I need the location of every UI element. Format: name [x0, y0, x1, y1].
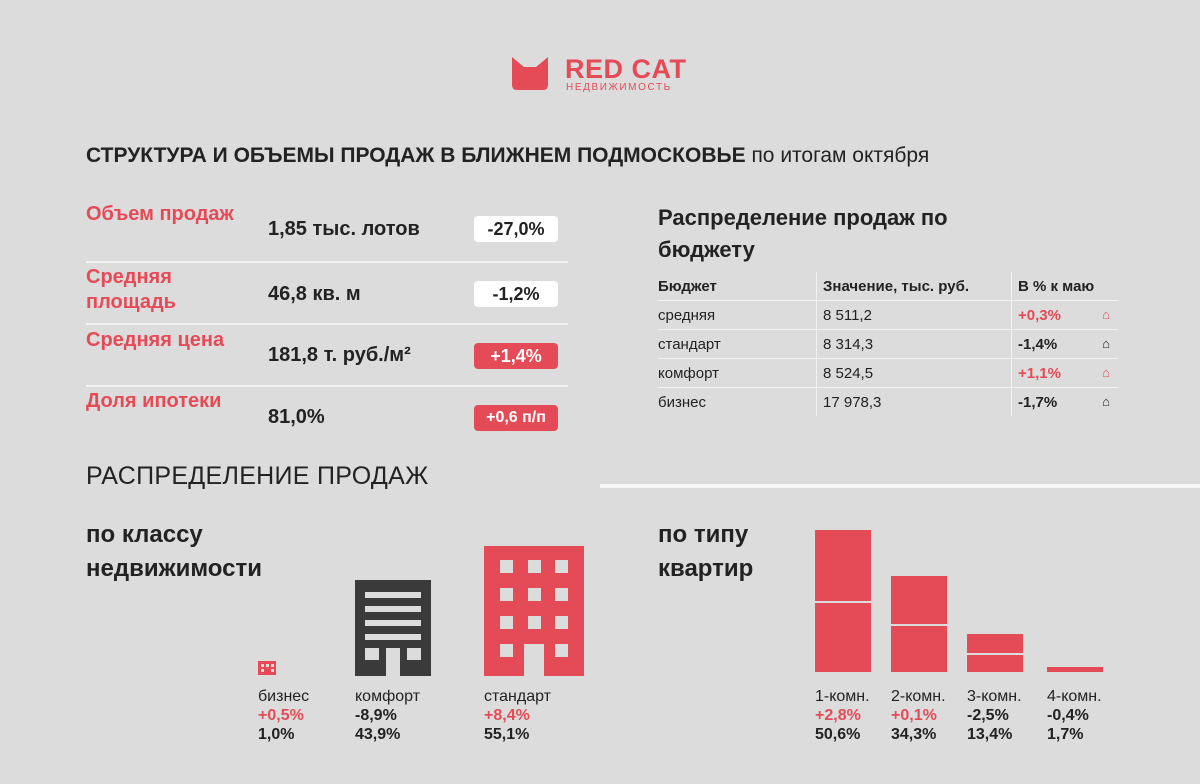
budget-col-name: Бюджет: [658, 277, 717, 295]
class-change: +0,5%: [258, 707, 304, 724]
type-name: 3-комн.: [967, 688, 1022, 705]
budget-col-change: В % к маю: [1011, 272, 1118, 301]
budget-change: +0,3%: [1018, 306, 1061, 324]
house-up-icon: ⌂: [1102, 306, 1110, 322]
bar-divider: [967, 653, 1023, 655]
kpi-separator: [86, 323, 568, 325]
budget-change-cell: -1,4% ⌂: [1011, 329, 1118, 359]
kpi-badge-price: +1,4%: [474, 343, 558, 369]
budget-title: Распределение продаж по бюджету: [658, 205, 948, 262]
red-cat-logo-icon: [512, 57, 548, 90]
page-title-sub: по итогам октября: [751, 144, 930, 167]
budget-col-value: Значение, тыс. руб.: [816, 272, 1012, 301]
budget-name: бизнес: [658, 387, 817, 416]
budget-change-cell: -1,7% ⌂: [1011, 387, 1118, 416]
kpi-label-area: Средняя площадь: [86, 266, 176, 313]
type-bar: [815, 530, 871, 672]
bar-divider: [891, 624, 947, 626]
house-down-icon: ⌂: [1102, 393, 1110, 409]
kpi-label-price: Средняя цена: [86, 329, 225, 351]
kpi-label-mortgage: Доля ипотеки: [86, 390, 222, 412]
budget-name: стандарт: [658, 329, 817, 359]
budget-value: 17 978,3: [816, 387, 1012, 416]
type-label: 1-комн. +2,8% 50,6%: [815, 687, 870, 744]
class-share: 1,0%: [258, 726, 295, 743]
class-change: -8,9%: [355, 707, 397, 724]
type-bar: [1047, 667, 1103, 672]
kpi-label-volume: Объем продаж: [86, 203, 234, 225]
class-share: 55,1%: [484, 726, 530, 743]
type-name: 1-комн.: [815, 688, 870, 705]
type-bar: [967, 634, 1023, 672]
budget-change-cell: +1,1% ⌂: [1011, 358, 1118, 388]
building-red-icon: [484, 546, 584, 676]
table-row: бизнес 17 978,3 -1,7% ⌂: [658, 387, 1118, 416]
type-name: 2-комн.: [891, 688, 946, 705]
brand-subtitle: НЕДВИЖИМОСТЬ: [566, 82, 672, 93]
budget-name: средняя: [658, 300, 817, 330]
kpi-value-area: 46,8 кв. м: [268, 283, 361, 305]
kpi-separator: [86, 261, 568, 263]
class-change: +8,4%: [484, 707, 530, 724]
type-label: 4-комн. -0,4% 1,7%: [1047, 687, 1102, 744]
type-label: 2-комн. +0,1% 34,3%: [891, 687, 946, 744]
budget-name: комфорт: [658, 358, 817, 388]
budget-value: 8 524,5: [816, 358, 1012, 388]
kpi-value-volume: 1,85 тыс. лотов: [268, 218, 420, 240]
type-change: -2,5%: [967, 707, 1009, 724]
class-item-comfort: комфорт -8,9% 43,9%: [355, 687, 420, 744]
table-row: средняя 8 511,2 +0,3% ⌂: [658, 300, 1118, 330]
budget-table-header: Бюджет Значение, тыс. руб. В % к маю: [658, 272, 1118, 301]
budget-change: -1,7%: [1018, 393, 1058, 411]
kpi-value-price: 181,8 т. руб./м²: [268, 344, 411, 366]
budget-change: +1,1%: [1018, 364, 1061, 382]
class-subtitle: по классу недвижимости: [86, 521, 262, 582]
class-name: бизнес: [258, 688, 310, 705]
type-share: 1,7%: [1047, 726, 1084, 743]
budget-change: -1,4%: [1018, 335, 1058, 353]
building-small-icon: [258, 661, 276, 675]
class-share: 43,9%: [355, 726, 401, 743]
type-share: 13,4%: [967, 726, 1013, 743]
type-share: 34,3%: [891, 726, 937, 743]
distribution-title: РАСПРЕДЕЛЕНИЕ ПРОДАЖ: [86, 462, 429, 490]
kpi-separator: [86, 385, 568, 387]
budget-value: 8 314,3: [816, 329, 1012, 359]
page-title: СТРУКТУРА И ОБЪЕМЫ ПРОДАЖ В БЛИЖНЕМ ПОДМ…: [86, 144, 929, 168]
type-bar: [891, 576, 947, 672]
type-change: -0,4%: [1047, 707, 1089, 724]
class-name: стандарт: [484, 688, 551, 705]
budget-value: 8 511,2: [816, 300, 1012, 330]
house-up-icon: ⌂: [1102, 364, 1110, 380]
building-dark-icon: [355, 580, 431, 676]
class-name: комфорт: [355, 688, 421, 705]
type-subtitle: по типу квартир: [658, 521, 754, 582]
table-row: стандарт 8 314,3 -1,4% ⌂: [658, 329, 1118, 359]
table-row: комфорт 8 524,5 +1,1% ⌂: [658, 358, 1118, 388]
budget-table: Бюджет Значение, тыс. руб. В % к маю сре…: [658, 272, 1118, 416]
type-share: 50,6%: [815, 726, 861, 743]
kpi-value-mortgage: 81,0%: [268, 406, 325, 428]
type-name: 4-комн.: [1047, 688, 1102, 705]
page-title-main: СТРУКТУРА И ОБЪЕМЫ ПРОДАЖ В БЛИЖНЕМ ПОДМ…: [86, 144, 746, 167]
kpi-badge-mortgage: +0,6 п/п: [474, 405, 558, 431]
budget-change-cell: +0,3% ⌂: [1011, 300, 1118, 330]
kpi-badge-area: -1,2%: [474, 281, 558, 307]
type-label: 3-комн. -2,5% 13,4%: [967, 687, 1022, 744]
type-change: +0,1%: [891, 707, 937, 724]
brand-name: RED CAT: [565, 54, 687, 84]
class-item-business: бизнес +0,5% 1,0%: [258, 687, 309, 744]
class-item-standard: стандарт +8,4% 55,1%: [484, 687, 551, 744]
type-change: +2,8%: [815, 707, 861, 724]
kpi-badge-volume: -27,0%: [474, 216, 558, 242]
section-divider: [600, 484, 1200, 488]
bar-divider: [815, 601, 871, 603]
house-down-icon: ⌂: [1102, 335, 1110, 351]
